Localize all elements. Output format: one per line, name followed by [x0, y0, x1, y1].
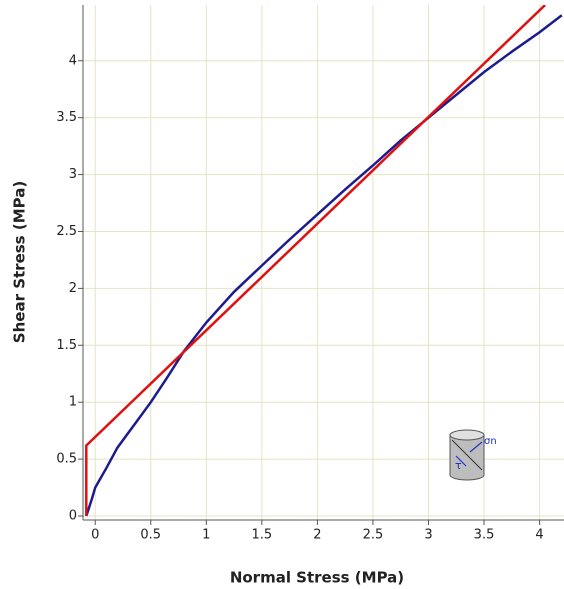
x-tick-label: 2 [313, 528, 321, 543]
data-line [85, 14, 563, 517]
x-tick-label: 3 [424, 528, 432, 543]
specimen-icon: σn τ [449, 429, 497, 481]
annotation: τ [455, 459, 462, 472]
data-line [85, 5, 546, 516]
y-tick-label: 4 [69, 53, 77, 68]
y-tick-label: 2 [69, 281, 77, 296]
y-tick-label: 1 [69, 395, 77, 410]
x-tick-label: 4 [535, 528, 543, 543]
x-tick-label: 1 [202, 528, 210, 543]
x-tick-label: 1.5 [252, 528, 273, 543]
y-tick-label: 1.5 [56, 338, 77, 353]
annotation: σn [484, 436, 497, 447]
x-axis-title: Normal Stress (MPa) [230, 569, 404, 587]
y-axis-title: Shear Stress (MPa) [11, 181, 29, 343]
x-tick-label: 0.5 [140, 528, 161, 543]
x-tick-label: 0 [91, 528, 99, 543]
y-tick-label: 3 [69, 167, 77, 182]
y-tick-label: 0.5 [56, 452, 77, 467]
y-tick-label: 2.5 [56, 224, 77, 239]
y-tick-label: 0 [69, 509, 77, 524]
x-tick-label: 3.5 [474, 528, 495, 543]
y-tick-label: 3.5 [56, 110, 77, 125]
x-tick-label: 2.5 [363, 528, 384, 543]
